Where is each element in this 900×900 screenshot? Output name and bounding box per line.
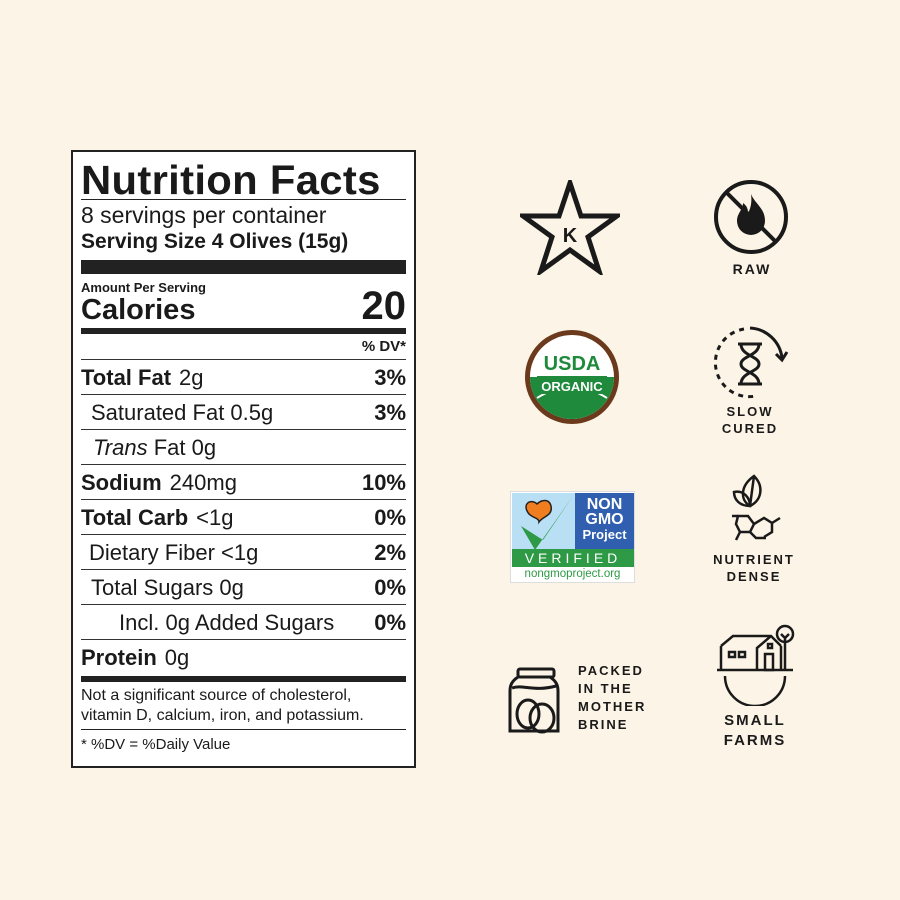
nutrient-dv-percent: 3% xyxy=(374,365,406,390)
nutrient-row: Saturated Fat 0.5g 3% xyxy=(81,394,406,429)
small-text: SMALL xyxy=(724,712,786,729)
nutrient-dv-percent: 3% xyxy=(374,400,406,425)
thick-divider-bottom xyxy=(81,676,406,682)
project-text: Project xyxy=(582,527,627,542)
slow-text: SLOW xyxy=(726,404,774,419)
thick-divider xyxy=(81,260,406,274)
slow-cured-label: SLOW CURED xyxy=(700,403,800,437)
nutrient-name: Trans xyxy=(93,435,148,460)
nongmo-url: nongmoproject.org xyxy=(524,568,621,580)
nutrient-dense-label: NUTRIENT DENSE xyxy=(700,551,808,585)
nutrient-dv-percent: 0% xyxy=(374,575,406,600)
nutrient-name: Total Carb xyxy=(81,505,189,530)
kosher-letter: K xyxy=(563,225,578,247)
nutrient-dv-percent: 0% xyxy=(374,610,406,635)
in-the-text: IN THE xyxy=(578,681,633,696)
leaf-molecule-icon xyxy=(732,474,781,541)
nutrient-text: NUTRIENT xyxy=(713,552,795,567)
nutrient-row: Total Carb <1g 0% xyxy=(81,499,406,534)
gmo-text: GMO xyxy=(585,511,624,528)
nutrient-name: Saturated Fat 0.5g xyxy=(91,400,274,425)
cured-text: CURED xyxy=(721,421,779,436)
nutrient-row: Protein 0g xyxy=(81,639,406,674)
non-gmo-verified-logo: NON GMO Project VERIFIED nongmoproject.o… xyxy=(510,491,635,583)
nutrient-row: Incl. 0g Added Sugars 0% xyxy=(81,604,406,639)
brine-text: BRINE xyxy=(578,717,629,732)
nutrient-amount: <1g xyxy=(196,505,234,530)
nutrient-amount: 0g xyxy=(164,645,190,670)
mother-text: MOTHER xyxy=(578,699,647,714)
farm-house-icon xyxy=(717,624,795,706)
nutrient-name: Incl. 0g Added Sugars xyxy=(119,610,335,635)
nutrient-name: Total Sugars 0g xyxy=(91,575,244,600)
packed-brine-label: PACKED IN THE MOTHER BRINE xyxy=(578,662,646,734)
nutrition-facts-label: Nutrition Facts 8 servings per container… xyxy=(71,150,416,768)
nutrient-row: Trans Fat 0g xyxy=(81,429,406,464)
nutrient-name: Protein xyxy=(81,645,157,670)
divider xyxy=(81,199,406,200)
kosher-star-icon: K xyxy=(520,180,620,275)
raw-label: RAW xyxy=(732,261,772,277)
dense-text: DENSE xyxy=(726,569,782,584)
olive-jar-icon xyxy=(508,667,560,734)
servings-per-container: 8 servings per container xyxy=(81,202,327,228)
organic-text: ORGANIC xyxy=(541,379,603,394)
nutrient-amount: 2g xyxy=(179,365,204,390)
hourglass-icon xyxy=(713,326,789,399)
nutrient-dv-percent: 2% xyxy=(374,540,406,565)
medium-divider xyxy=(81,328,406,334)
nutrient-amount: 240mg xyxy=(169,470,237,495)
usda-text: USDA xyxy=(544,353,601,375)
nutrient-dv-percent: 10% xyxy=(361,470,406,495)
amount-per-serving: Amount Per Serving xyxy=(81,280,206,295)
nutrient-name: Sodium xyxy=(81,470,162,495)
serving-size: Serving Size 4 Olives (15g) xyxy=(81,230,349,253)
verified-text: VERIFIED xyxy=(512,549,634,567)
divider xyxy=(81,729,406,730)
no-fire-icon xyxy=(714,180,788,254)
calories-value: 20 xyxy=(361,284,407,328)
footnote: Not a significant source of cholesterol,… xyxy=(81,687,364,724)
nutrient-amount: Fat 0g xyxy=(147,435,217,460)
small-farms-label: SMALL FARMS xyxy=(700,711,810,751)
farms-text: FARMS xyxy=(723,732,787,749)
nutrient-name: Total Fat xyxy=(81,365,172,390)
butterfly-check-icon xyxy=(521,496,573,550)
nutrient-row: Sodium 240mg 10% xyxy=(81,464,406,499)
nutrient-row: Total Fat 2g 3% xyxy=(81,359,406,394)
nutrient-row: Total Sugars 0g 0% xyxy=(81,569,406,604)
dv-header: % DV* xyxy=(361,338,406,355)
nutrient-dv-percent: 0% xyxy=(374,505,406,530)
usda-organic-seal: USDA ORGANIC xyxy=(525,330,619,424)
non-text: NON xyxy=(586,496,623,513)
calories-label: Calories xyxy=(81,294,196,326)
dv-note: * %DV = %Daily Value xyxy=(81,736,231,753)
label-title: Nutrition Facts xyxy=(81,157,381,203)
packed-text: PACKED xyxy=(578,663,644,678)
nutrient-name: Dietary Fiber <1g xyxy=(89,540,259,565)
nutrient-row: Dietary Fiber <1g 2% xyxy=(81,534,406,569)
